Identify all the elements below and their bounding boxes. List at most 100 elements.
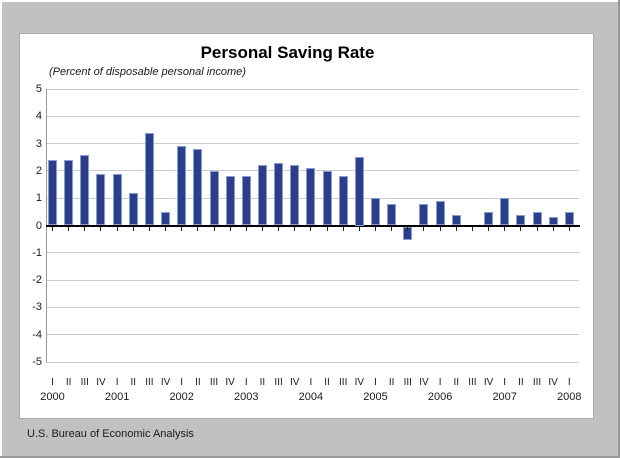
x-axis-quarter-label: IV [96,377,106,388]
bar [241,176,251,226]
source-attribution: U.S. Bureau of Economic Analysis [27,428,194,440]
x-axis-quarter-label: IV [483,377,494,388]
x-axis-tick [68,226,70,231]
bar [128,192,138,226]
bar [96,173,106,226]
bar [290,165,300,226]
x-axis-tick [294,226,296,231]
bar [419,203,429,226]
y-axis-tick-label: 1 [35,192,42,205]
x-axis-quarter-label: IV [548,377,558,388]
bar [484,211,494,226]
x-axis-quarter-label: I [567,377,571,388]
y-axis-tick-label: 4 [35,110,42,123]
x-axis-tick [375,226,376,231]
x-axis-quarter-label: III [339,377,348,388]
x-axis-quarter-label: III [145,377,154,388]
x-axis-year-label: 2002 [169,391,194,403]
bar [387,203,397,226]
x-axis-quarter-label: I [503,377,507,388]
x-axis-quarter-label: I [374,377,377,388]
bar [144,132,154,226]
y-axis-tick-label: 5 [35,83,42,95]
x-axis-quarter-label: I [244,377,248,388]
x-axis-quarter-label: II [195,377,201,388]
window-edge-shadow-bottom [0,456,620,458]
gridline [46,88,579,90]
x-axis-quarter-label: II [453,377,460,388]
bar [177,146,187,226]
x-axis-quarter-label: IV [290,377,300,388]
x-axis-tick [310,226,312,231]
gridline [46,361,579,363]
x-axis-quarter-label: II [388,377,395,388]
x-axis-quarter-label: II [518,377,524,388]
window-edge-highlight-left [0,0,2,458]
x-axis-tick [229,226,231,231]
x-axis-tick [278,226,280,231]
x-axis-tick [213,226,215,231]
x-axis-quarter-label: II [324,377,330,388]
bar [548,217,558,226]
gridline [46,252,579,254]
x-axis-tick [439,226,441,231]
y-axis-tick-label: 3 [35,137,42,150]
plot-area: 5 4 3 2 1 0 -1 -2 -3 -4 -5 I II III IV 2000 I II III IV 2001… [20,34,593,418]
x-axis-quarter-label: III [274,377,283,388]
bar [257,165,267,226]
bar [338,176,348,226]
bar [532,211,542,226]
x-axis-tick [520,226,522,231]
x-axis-tick [116,226,118,231]
bar [306,168,316,226]
x-axis-tick [261,226,263,231]
gridline [46,334,579,336]
bar [564,211,574,226]
x-axis-quarter-label: I [51,377,54,388]
y-axis-tick-label: -4 [32,328,42,341]
x-axis-tick [391,226,393,231]
bar [516,214,526,226]
x-axis-quarter-label: IV [354,377,365,388]
x-axis-quarter-label: I [180,377,184,388]
x-axis-tick [568,226,570,231]
zero-axis-line [46,224,580,227]
gridline [46,143,579,145]
x-axis-tick [342,226,344,231]
x-axis-tick [197,226,199,231]
x-axis-year-label: 2000 [40,391,65,403]
bar [500,198,510,226]
x-axis-tick [488,226,490,231]
x-axis-quarter-label: II [130,377,137,388]
bar [64,159,74,226]
bar [112,173,122,226]
gridline [46,279,579,281]
x-axis-tick [100,226,102,231]
x-axis-tick [132,226,134,231]
x-axis-tick [455,226,457,231]
x-axis-quarter-label: III [80,377,89,388]
x-axis-quarter-label: IV [419,377,429,388]
x-axis-quarter-label: II [65,377,72,388]
x-axis-year-label: 2003 [234,391,259,403]
x-axis-year-label: 2007 [492,391,517,403]
bar [371,198,380,226]
y-axis-tick-label: -1 [32,246,42,259]
chart-subtitle: (Percent of disposable personal income) [49,66,246,78]
x-axis-tick [358,226,360,231]
x-axis-year-label: 2001 [104,391,130,403]
x-axis-tick [504,226,506,231]
x-axis-tick [407,226,409,231]
x-axis-quarter-label: I [115,377,119,388]
y-axis-tick-label: -2 [32,274,42,287]
x-axis-tick [84,226,86,231]
bar [209,170,219,226]
x-axis-quarter-label: III [532,377,542,388]
bar [354,157,364,226]
x-axis-year-label: 2005 [363,391,388,403]
x-axis-tick [245,226,247,231]
x-axis-quarter-label: I [438,377,442,388]
x-axis-tick [552,226,554,231]
bar [451,214,461,226]
